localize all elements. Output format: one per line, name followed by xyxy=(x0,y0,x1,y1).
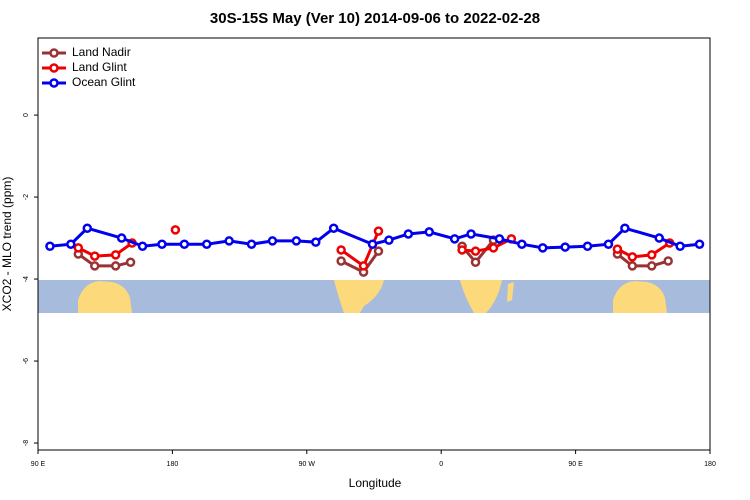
point xyxy=(612,244,623,254)
point xyxy=(137,241,148,252)
point xyxy=(457,245,467,255)
point xyxy=(311,237,321,247)
map-strip xyxy=(38,280,710,313)
y-axis-label: XCO2 - MLO trend (ppm) xyxy=(0,177,14,312)
point xyxy=(560,242,570,252)
y-tick-label: -8 xyxy=(23,440,30,446)
point xyxy=(494,234,505,244)
point xyxy=(336,245,346,255)
point xyxy=(179,239,190,249)
point xyxy=(647,261,657,271)
point xyxy=(358,261,369,271)
point xyxy=(373,246,384,256)
point xyxy=(603,239,614,249)
point xyxy=(328,223,339,233)
point xyxy=(291,236,302,246)
point xyxy=(45,241,55,252)
legend-label: Land Nadir xyxy=(72,45,131,59)
x-tick-label: 90 E xyxy=(568,461,583,468)
point xyxy=(654,233,664,243)
point xyxy=(89,251,100,261)
point xyxy=(246,239,257,249)
point xyxy=(373,226,384,236)
point xyxy=(82,223,93,233)
point xyxy=(663,256,673,266)
point xyxy=(170,225,181,235)
y-tick-label: 0 xyxy=(23,113,30,117)
point xyxy=(157,239,167,249)
point xyxy=(488,243,499,253)
point xyxy=(384,235,394,245)
x-tick-label: 180 xyxy=(704,461,716,468)
legend-marker xyxy=(49,78,59,88)
legend-label: Ocean Glint xyxy=(72,75,136,89)
point xyxy=(627,261,638,271)
point xyxy=(675,241,685,252)
y-tick-label: -6 xyxy=(23,358,30,364)
legend-marker xyxy=(49,63,59,73)
point xyxy=(582,241,593,252)
point xyxy=(403,229,414,239)
legend-marker xyxy=(49,48,59,58)
point xyxy=(367,239,378,249)
x-tick-label: 0 xyxy=(439,461,443,468)
y-tick-label: -2 xyxy=(23,194,30,200)
point xyxy=(125,257,136,267)
point xyxy=(110,261,121,271)
point xyxy=(537,243,548,253)
x-tick-label: 90 E xyxy=(31,461,46,468)
point xyxy=(201,239,212,249)
x-tick-label: 90 W xyxy=(299,461,316,468)
x-tick-label: 180 xyxy=(167,461,179,468)
point xyxy=(336,256,346,266)
point xyxy=(466,229,476,239)
y-tick-label: -4 xyxy=(23,276,30,282)
point xyxy=(89,261,100,271)
point xyxy=(620,223,630,233)
point xyxy=(424,227,435,237)
point xyxy=(647,250,657,260)
chart-title: 30S-15S May (Ver 10) 2014-09-06 to 2022-… xyxy=(210,10,540,27)
x-axis-label: Longitude xyxy=(349,476,402,490)
plot-frame xyxy=(37,37,711,451)
point xyxy=(73,243,84,253)
point xyxy=(694,239,705,249)
point xyxy=(627,252,638,262)
legend-label: Land Glint xyxy=(72,60,127,74)
point xyxy=(224,236,234,246)
point xyxy=(470,246,481,256)
point xyxy=(110,250,121,260)
point xyxy=(470,257,481,267)
point xyxy=(66,239,76,249)
point xyxy=(449,234,460,244)
point xyxy=(116,233,127,243)
point xyxy=(517,239,527,249)
point xyxy=(267,236,278,246)
